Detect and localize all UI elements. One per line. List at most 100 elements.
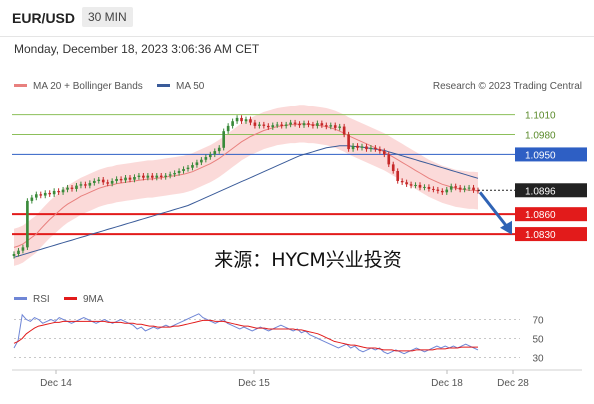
candle-body (30, 197, 34, 201)
candle-body (405, 182, 408, 185)
bollinger-band (14, 105, 478, 266)
candle-body (164, 175, 168, 177)
candle-body (423, 186, 426, 188)
candle-body (106, 182, 110, 184)
candle-body (454, 186, 458, 188)
level-tag-3 (515, 207, 587, 222)
candle-body (204, 157, 208, 160)
candle-body (275, 124, 279, 126)
candle-body (173, 173, 176, 175)
candle-body (320, 123, 324, 126)
candle-body (128, 177, 132, 180)
level-label-2: 1.0950 (525, 150, 556, 161)
candle-body (48, 192, 52, 195)
candle-body (150, 175, 154, 178)
candle-body (472, 187, 475, 191)
candle-body (432, 188, 435, 190)
candle-body (191, 165, 194, 168)
candle-body (338, 126, 342, 128)
candle-body (414, 184, 417, 186)
candle-body (342, 126, 346, 135)
candle-body (302, 123, 306, 126)
candle-body (418, 184, 422, 188)
candle-body (347, 134, 350, 150)
candle-body (66, 187, 69, 190)
candle-body (458, 187, 462, 190)
candle-body (21, 247, 25, 251)
candle-body (378, 149, 382, 152)
candle-body (146, 175, 150, 178)
candle-body (311, 124, 315, 126)
candle-body (449, 186, 453, 190)
candle-body (298, 123, 301, 126)
candle-body (75, 185, 78, 189)
ma50-legend-label: MA 50 (176, 81, 205, 92)
candle-body (124, 177, 127, 181)
ma20-legend-label: MA 20 + Bollinger Bands (33, 81, 143, 92)
rsi-ma-legend-swatch (64, 297, 77, 300)
candle-body (70, 187, 74, 189)
candle-body (356, 145, 359, 148)
candle-body (382, 151, 386, 155)
candle-body (222, 131, 226, 148)
candle-body (329, 125, 333, 127)
candle-body (115, 178, 118, 181)
candle-body (240, 117, 243, 122)
current-price-label: 1.0896 (525, 186, 556, 197)
candle-body (52, 190, 56, 195)
candle-body (155, 175, 159, 178)
ma20-line (13, 123, 479, 248)
current-price-tag (515, 183, 587, 198)
candle-body (97, 179, 101, 181)
candle-body (396, 171, 400, 181)
candle-body (258, 124, 261, 126)
level-tag-2 (515, 147, 587, 162)
candle-body (34, 194, 38, 198)
candle-body (84, 184, 87, 186)
candle-body (186, 167, 190, 170)
rsi-ma-line (13, 319, 478, 352)
candle-body (235, 117, 239, 122)
candle-body (253, 122, 257, 126)
candle-body (159, 175, 163, 177)
candle-body (324, 125, 328, 127)
candle-body (57, 190, 60, 193)
candle-body (360, 146, 364, 148)
candle-body (249, 119, 252, 123)
candle-body (200, 159, 203, 163)
level-tag-4 (515, 227, 587, 242)
candle-body (289, 122, 292, 125)
candle-body (467, 187, 471, 189)
watermark-text: 来源：HYCM兴业投资 (214, 249, 402, 271)
credit-label: Research © 2023 Trading Central (433, 81, 582, 92)
candle-body (208, 154, 212, 158)
candle-body (445, 189, 449, 193)
x-tick-label-3: Dec 28 (497, 378, 529, 389)
candle-body (133, 176, 136, 180)
candle-body (177, 171, 181, 174)
candle-body (409, 184, 413, 186)
candle-body (17, 250, 20, 254)
ma50-legend-swatch (157, 84, 170, 87)
x-axis: Dec 14 Dec 15 Dec 18 Dec 28 (40, 370, 529, 389)
candle-body (284, 124, 288, 126)
candle-body (293, 122, 297, 124)
timestamp: Monday, December 18, 2023 3:06:36 AM CET (14, 42, 260, 56)
candle-body (391, 164, 395, 172)
rsi-ma-legend-label: 9MA (83, 294, 104, 305)
candle-body (92, 180, 96, 183)
candle-body (231, 121, 234, 126)
candle-body (61, 189, 65, 193)
candle-body (440, 190, 444, 193)
timeframe-button[interactable]: 30 MIN (82, 7, 133, 27)
projection-arrow-head (500, 220, 512, 235)
candle-body (101, 179, 105, 183)
chart-header: EUR/USD 30 MIN (0, 0, 594, 37)
candle-body (79, 184, 83, 186)
candle-body (333, 125, 337, 128)
candle-body (110, 180, 114, 184)
candle-body (182, 169, 185, 172)
symbol-label: EUR/USD (12, 10, 76, 26)
